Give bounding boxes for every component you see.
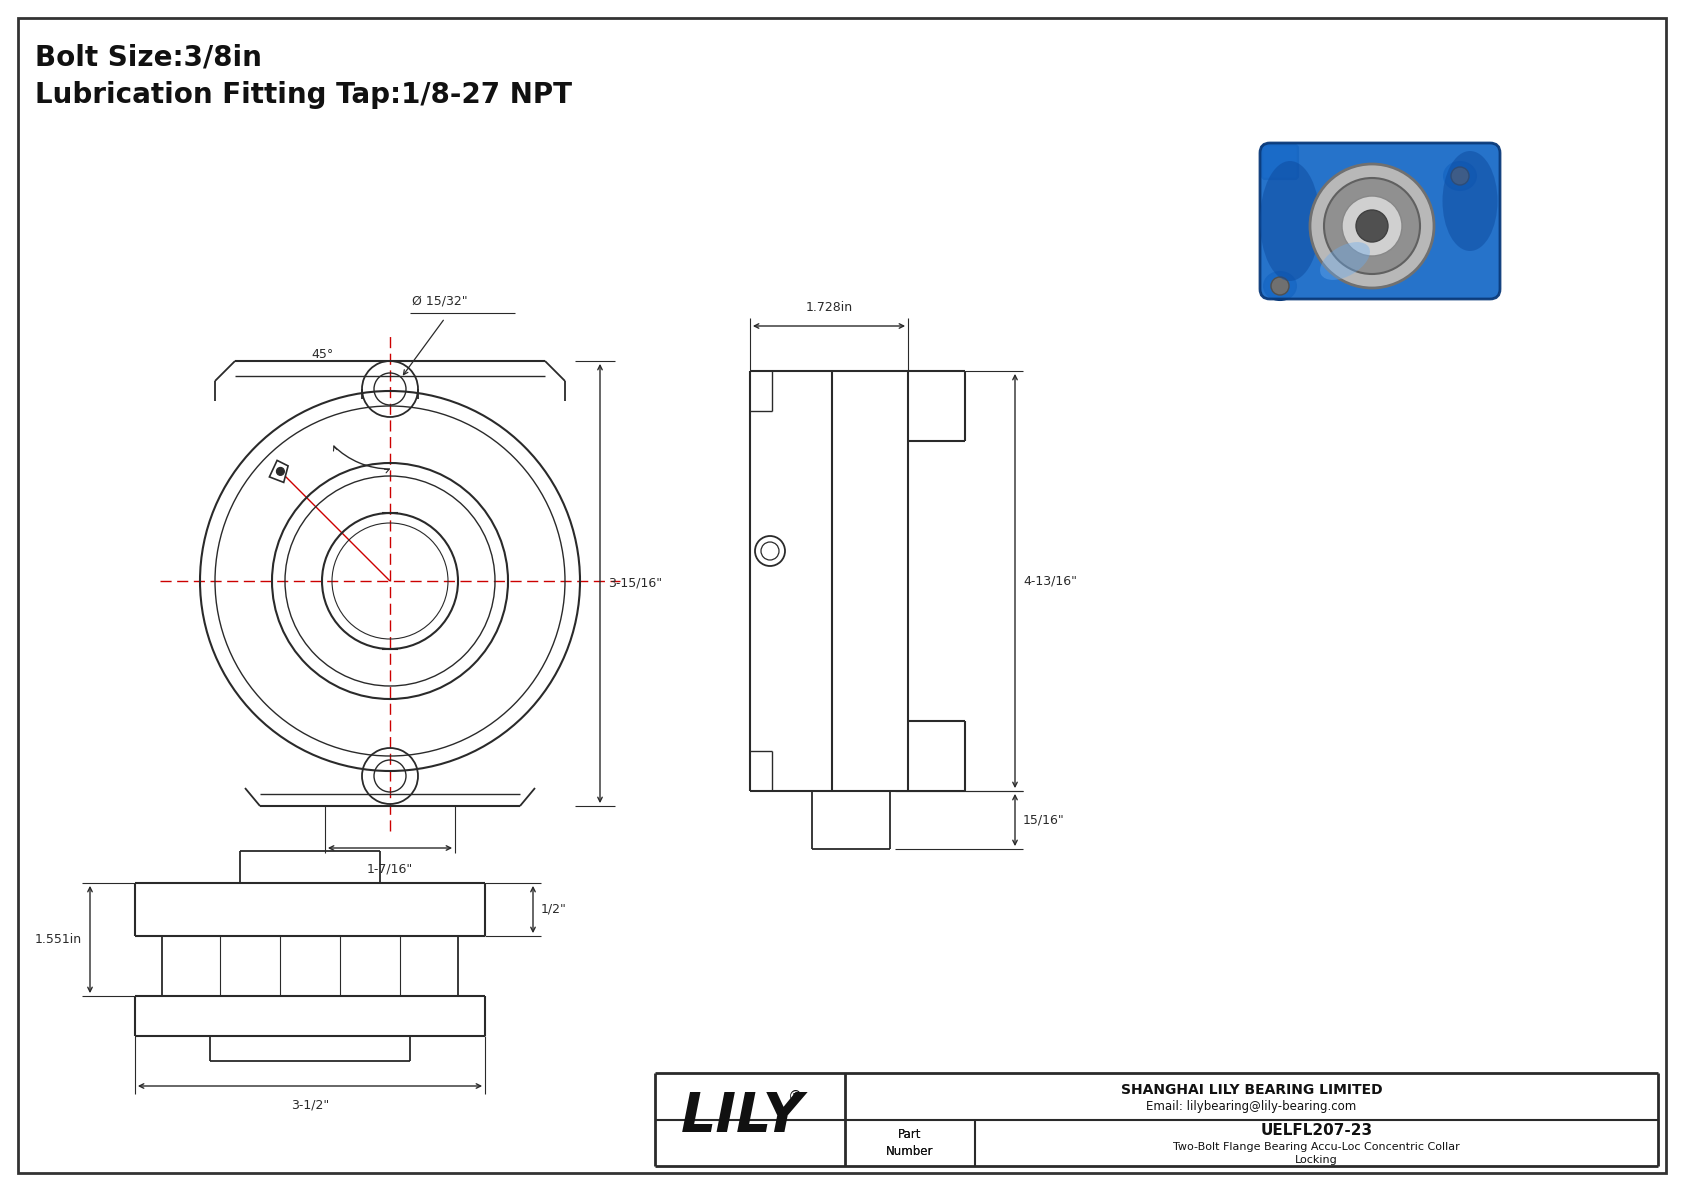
Ellipse shape xyxy=(1320,242,1371,280)
Text: Locking: Locking xyxy=(1295,1155,1337,1165)
Text: UELFL207-23: UELFL207-23 xyxy=(1260,1123,1372,1139)
Ellipse shape xyxy=(1265,272,1297,300)
FancyBboxPatch shape xyxy=(1260,143,1500,299)
Text: Email: lilybearing@lily-bearing.com: Email: lilybearing@lily-bearing.com xyxy=(1147,1099,1357,1112)
Text: Two-Bolt Flange Bearing Accu-Loc Concentric Collar: Two-Bolt Flange Bearing Accu-Loc Concent… xyxy=(1174,1142,1460,1152)
Text: 1/2": 1/2" xyxy=(541,903,568,916)
Circle shape xyxy=(1310,164,1435,288)
Circle shape xyxy=(1271,278,1288,295)
Text: LILY: LILY xyxy=(680,1091,803,1145)
Text: 3-15/16": 3-15/16" xyxy=(608,576,662,590)
Text: Lubrication Fitting Tap:1/8-27 NPT: Lubrication Fitting Tap:1/8-27 NPT xyxy=(35,81,573,110)
Circle shape xyxy=(1356,210,1388,242)
Circle shape xyxy=(276,467,285,475)
Text: Part
Number: Part Number xyxy=(886,1128,933,1158)
Text: 1-7/16": 1-7/16" xyxy=(367,862,413,875)
Text: Bolt Size:3/8in: Bolt Size:3/8in xyxy=(35,43,263,71)
Text: Ø 15/32": Ø 15/32" xyxy=(413,295,468,308)
Circle shape xyxy=(1342,197,1403,256)
Text: SHANGHAI LILY BEARING LIMITED: SHANGHAI LILY BEARING LIMITED xyxy=(1120,1084,1383,1097)
FancyBboxPatch shape xyxy=(1261,145,1298,179)
Text: 45°: 45° xyxy=(312,348,333,361)
Text: ®: ® xyxy=(788,1090,803,1105)
Text: Part
Number: Part Number xyxy=(886,1128,933,1158)
Text: 4-13/16": 4-13/16" xyxy=(1022,574,1078,587)
Text: 15/16": 15/16" xyxy=(1022,813,1064,827)
Text: 3-1/2": 3-1/2" xyxy=(291,1098,328,1111)
Circle shape xyxy=(1324,177,1420,274)
Text: 1.551in: 1.551in xyxy=(35,933,83,946)
Circle shape xyxy=(1452,167,1468,185)
Ellipse shape xyxy=(1443,162,1475,191)
Ellipse shape xyxy=(1260,161,1320,281)
Text: 1.728in: 1.728in xyxy=(805,301,852,314)
Ellipse shape xyxy=(1443,151,1497,251)
